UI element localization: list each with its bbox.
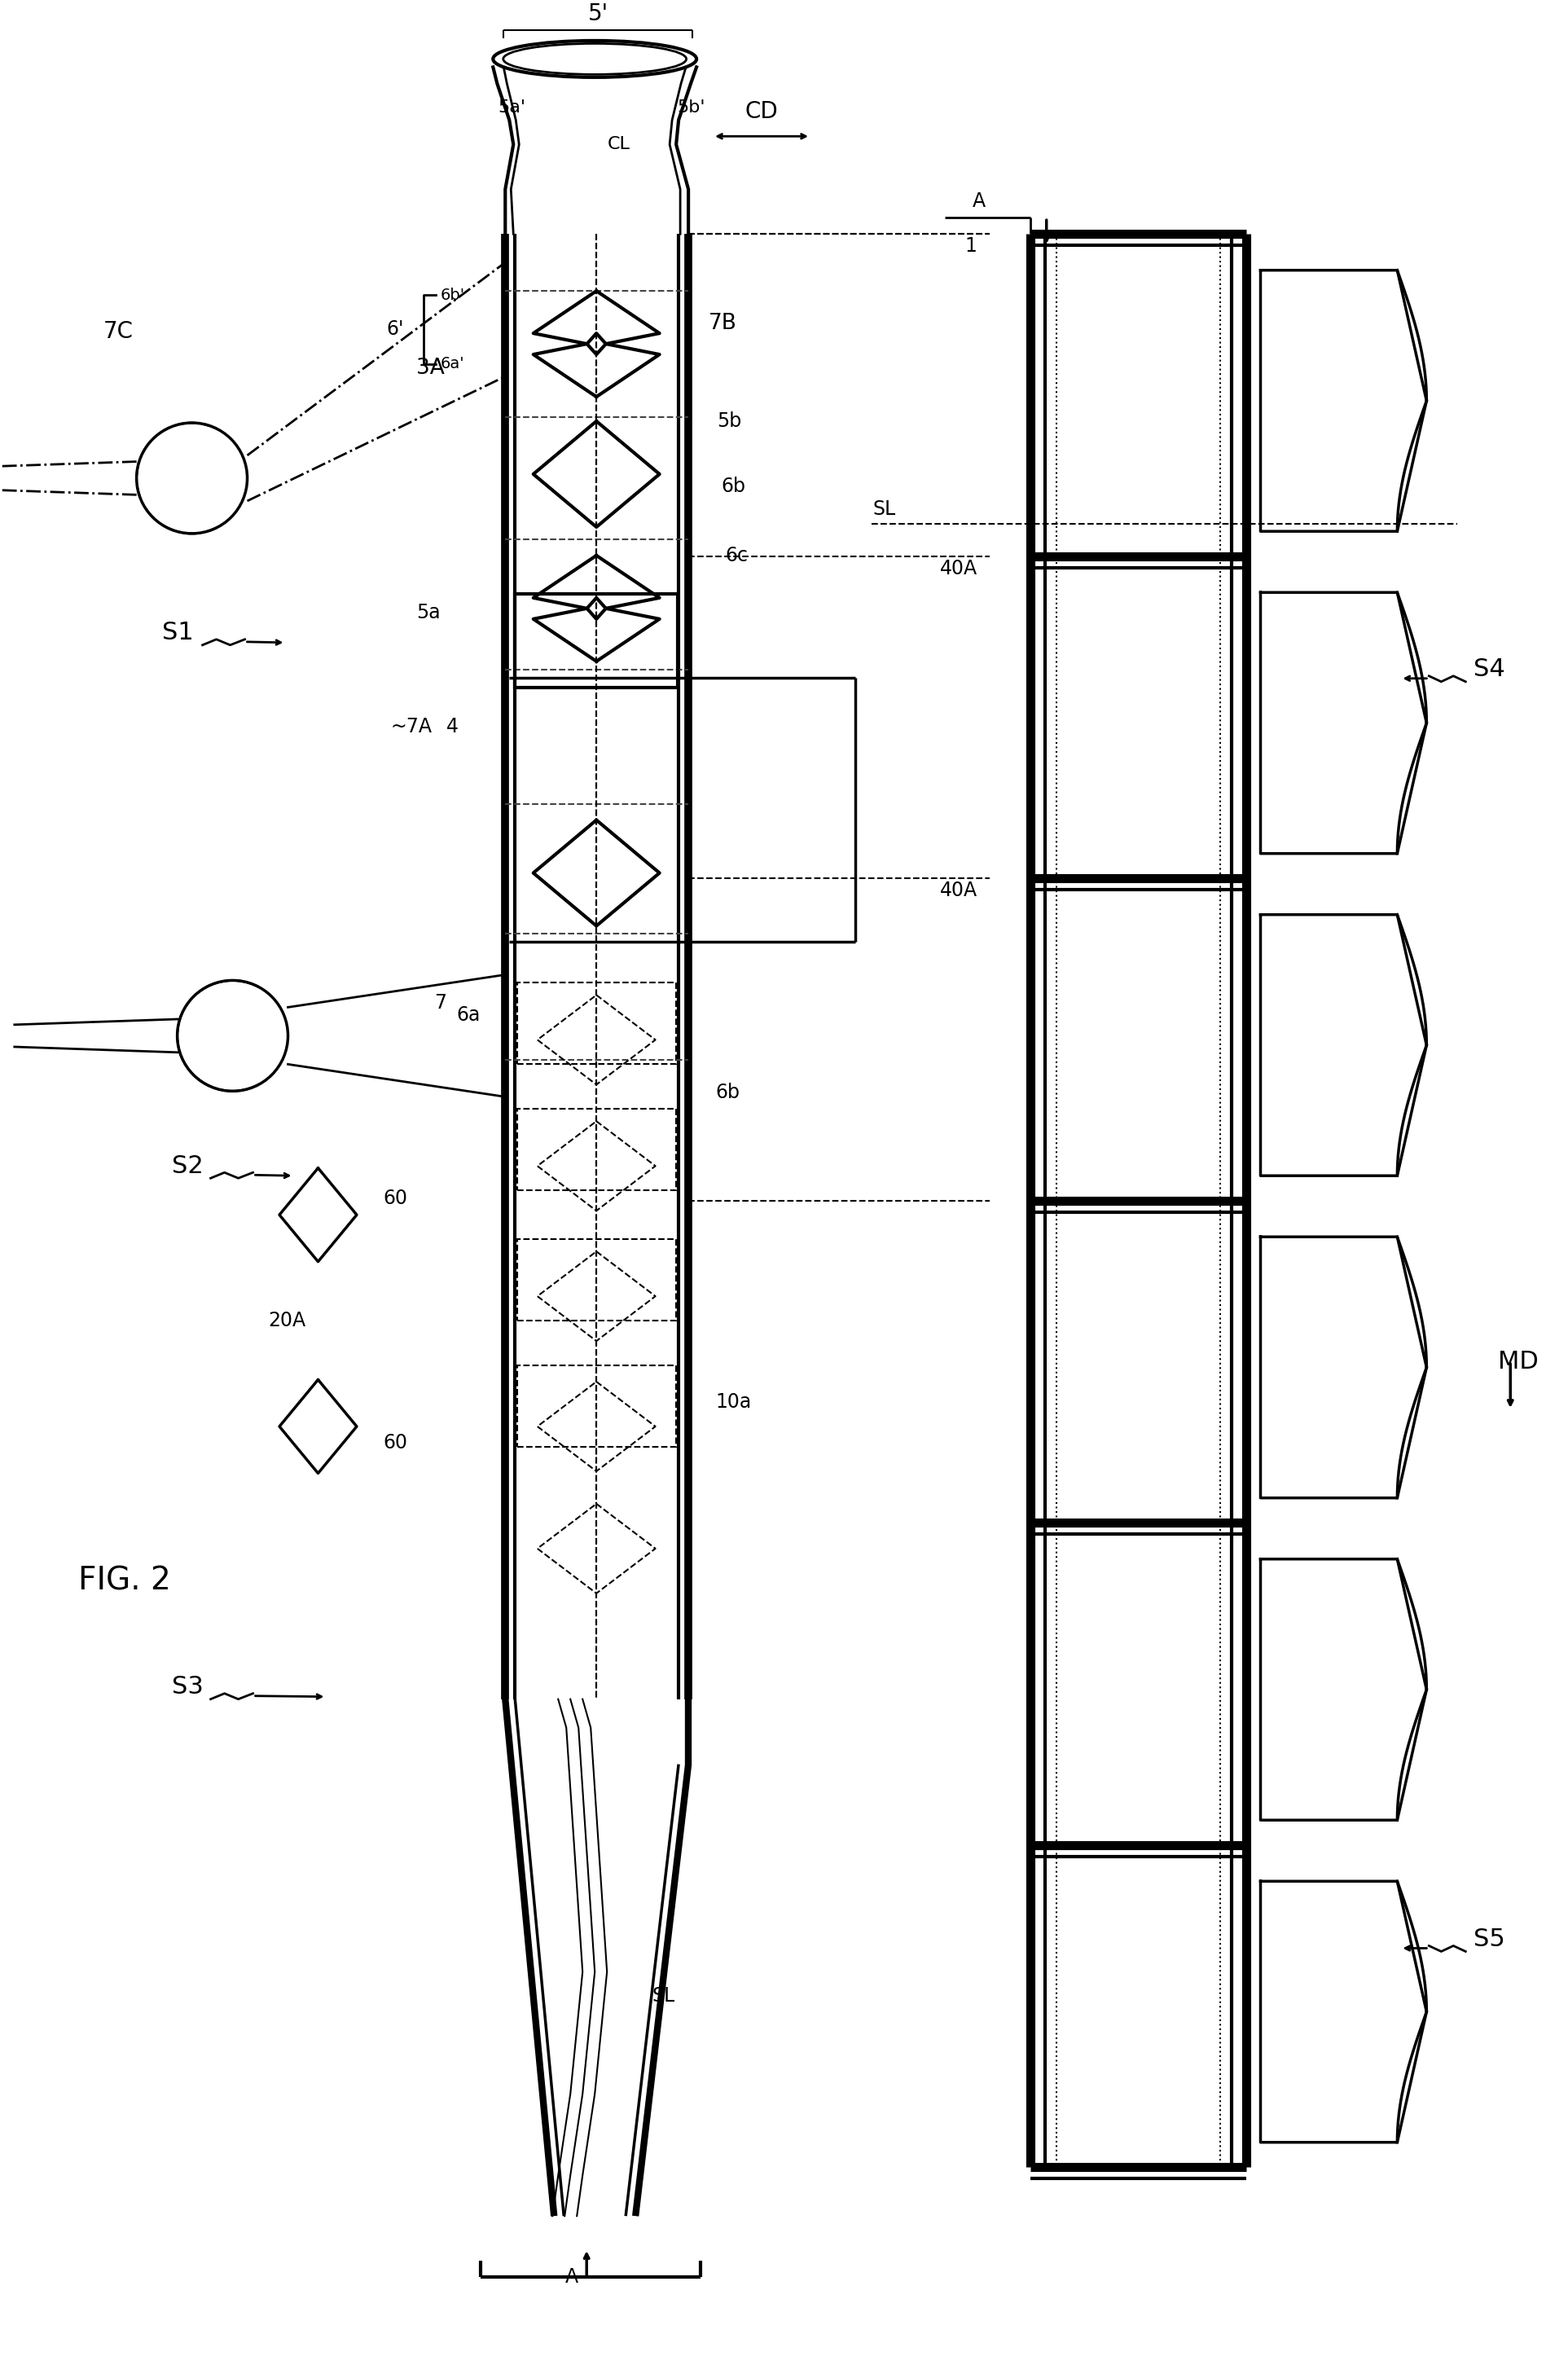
Text: 40A: 40A [939,880,977,901]
Text: S3: S3 [171,1674,204,1698]
Text: 5b: 5b [717,411,742,430]
Text: FIG. 2: FIG. 2 [78,1565,171,1596]
Text: 6b: 6b [715,1082,740,1103]
Text: A: A [566,2266,579,2288]
Bar [517,1108,676,1191]
Text: SL: SL [652,1986,674,2007]
Text: 3A: 3A [416,357,444,378]
Text: S2: S2 [171,1153,204,1177]
Text: CL: CL [608,136,630,152]
Text: 20A: 20A [268,1310,306,1329]
Text: 5': 5' [588,2,608,26]
Text: 7C: 7C [103,321,133,342]
Text: 7B: 7B [709,314,737,333]
Text: S4: S4 [1474,659,1505,680]
Text: CD: CD [745,100,778,124]
Text: 1: 1 [966,235,977,257]
Text: 40A: 40A [939,559,977,578]
Text: S1: S1 [162,621,193,644]
Text: 6b: 6b [721,476,745,497]
Text: SL: SL [873,499,895,518]
Text: 60: 60 [383,1189,408,1208]
Text: 6b': 6b' [441,288,464,302]
Text: ~7A: ~7A [390,716,433,737]
Text: 4: 4 [447,716,459,737]
Bar [517,982,676,1065]
Text: 5a: 5a [416,602,441,623]
Bar [514,594,677,687]
Text: 5a': 5a' [499,100,525,117]
Bar [517,1239,676,1320]
Text: 60: 60 [383,1434,408,1453]
Text: 10a: 10a [715,1391,751,1413]
Text: 6': 6' [386,319,403,340]
Text: MD: MD [1497,1351,1538,1372]
Text: 6a: 6a [456,1006,480,1025]
Bar [517,1365,676,1446]
Text: 6c: 6c [724,545,748,566]
Text: 5b': 5b' [677,100,706,117]
Text: S5: S5 [1474,1929,1505,1950]
Text: A: A [972,193,985,212]
Text: 6a': 6a' [441,357,464,371]
Text: 7: 7 [434,994,447,1013]
